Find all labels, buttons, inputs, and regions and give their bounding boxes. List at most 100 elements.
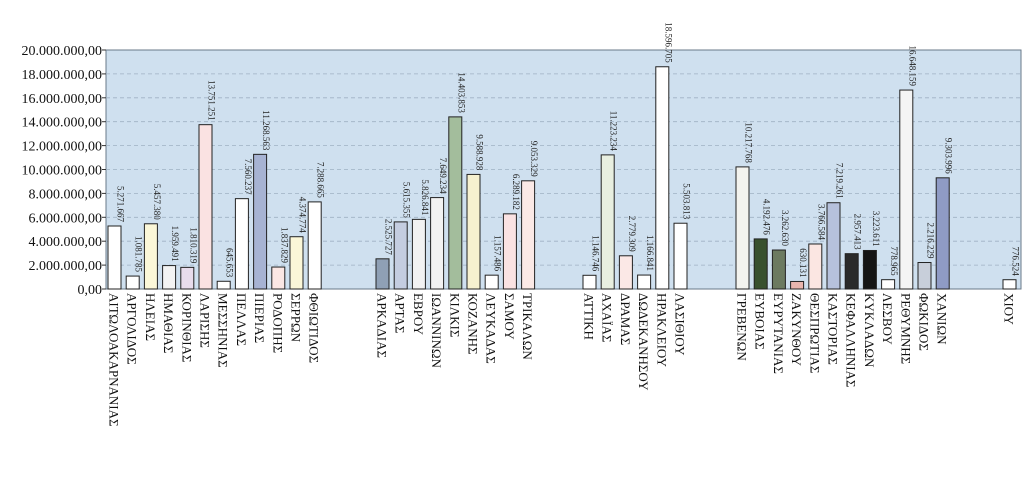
- y-tick-label: 8.000.000,00: [29, 187, 103, 202]
- y-tick-label: 16.000.000,00: [22, 92, 103, 107]
- category-label: ΜΕΣΣΗΝΙΑΣ: [216, 293, 231, 368]
- bar: [753, 238, 768, 290]
- bar: [430, 197, 445, 290]
- value-label: 5.457.380: [152, 184, 162, 221]
- category-label: ΘΕΣΠΡΩΤΙΑΣ: [807, 293, 822, 373]
- category-labels: ΑΙΤΩΛΟΑΚΑΡΝΑΝΙΑΣ ΑΡΓΟΛΙΔΟΣ ΗΛΕΙΑΣ ΗΜΑΘΙΑΣ ΚΟ…: [107, 293, 1017, 427]
- value-label: 9.588.928: [475, 134, 485, 171]
- bar: [844, 253, 859, 290]
- bar: [655, 66, 670, 290]
- category-label: ΚΕΦΑΛΛΗΝΙΑΣ: [844, 293, 859, 388]
- category-label: ΦΘΙΩΤΙΔΟΣ: [307, 293, 322, 363]
- category-label: ΛΑΣΙΘΙΟΥ: [673, 293, 688, 356]
- category-label: ΚΑΣΤΟΡΙΑΣ: [826, 293, 841, 365]
- bar: [899, 89, 914, 290]
- category-label: ΔΡΑΜΑΣ: [618, 293, 633, 345]
- bar: [289, 236, 304, 290]
- bar: [521, 180, 536, 290]
- category-label: ΛΑΡΙΣΗΣ: [198, 293, 213, 348]
- bar: [826, 202, 841, 290]
- value-label: 10.217.768: [744, 122, 754, 163]
- value-label: 2.525.727: [384, 219, 394, 256]
- value-label: 1.166.841: [645, 235, 655, 271]
- category-label: ΚΙΛΚΙΣ: [447, 293, 462, 337]
- bar: [917, 262, 932, 290]
- value-label: 4.374.774: [298, 197, 308, 234]
- value-label: 7.288.665: [316, 162, 326, 199]
- bar: [673, 222, 688, 290]
- bar: [271, 266, 286, 290]
- bar: [393, 221, 408, 290]
- value-label: 3.262.630: [780, 210, 790, 247]
- value-label: 1.837.829: [279, 227, 289, 264]
- value-label: 14.403.853: [456, 72, 466, 113]
- value-label: 2.779.309: [627, 216, 637, 253]
- category-label: ΑΧΑΪΑΣ: [600, 293, 615, 342]
- value-label: 13.751.251: [207, 80, 217, 121]
- y-tick-label: 4.000.000,00: [29, 235, 103, 250]
- bar: [735, 166, 750, 290]
- category-label: ΑΤΤΙΚΗ: [582, 293, 597, 340]
- category-label: ΗΜΑΘΙΑΣ: [161, 293, 176, 353]
- category-label: ΑΙΤΩΛΟΑΚΑΡΝΑΝΙΑΣ: [107, 293, 122, 427]
- category-label: ΠΙΕΡΙΑΣ: [252, 293, 267, 343]
- category-label: ΛΕΥΚΑΔΑΣ: [484, 293, 499, 364]
- category-label: ΙΩΑΝΝΙΝΩΝ: [429, 293, 444, 369]
- category-label: ΛΕΣΒΟΥ: [880, 293, 895, 345]
- bar: [808, 243, 823, 290]
- value-label: 2.216.229: [926, 223, 936, 260]
- value-label: 645.653: [225, 248, 235, 278]
- category-label: ΑΡΚΑΔΙΑΣ: [375, 293, 390, 358]
- category-label: ΣΕΡΡΩΝ: [289, 293, 304, 343]
- value-label: 16.648.159: [907, 46, 917, 87]
- bar: [582, 274, 597, 290]
- y-tick-label: 12.000.000,00: [22, 140, 103, 155]
- bar: [107, 225, 122, 290]
- value-label: 9.303.996: [944, 138, 954, 175]
- y-tick-label: 20.000.000,00: [22, 44, 103, 59]
- value-labels: 5.271.667 1.081.785 5.457.380 1.959.491 1.81…: [116, 22, 1021, 278]
- bar: [180, 266, 195, 290]
- bar: [143, 223, 158, 290]
- value-label: 778.965: [889, 246, 899, 276]
- value-label: 1.146.746: [591, 235, 601, 272]
- value-label: 776.524: [1011, 246, 1021, 276]
- bar: [600, 154, 615, 290]
- y-tick-label: 18.000.000,00: [22, 68, 103, 83]
- category-label: ΤΡΙΚΑΛΩΝ: [520, 293, 535, 360]
- bar: [862, 249, 877, 290]
- bar: [771, 249, 786, 290]
- bar: [448, 116, 463, 290]
- category-label: ΕΥΒΟΙΑΣ: [753, 293, 768, 350]
- y-tick-label: 0,00: [78, 283, 103, 298]
- value-label: 5.826.841: [420, 179, 430, 215]
- category-label: ΗΡΑΚΛΕΙΟΥ: [654, 293, 669, 368]
- category-label: ΡΟΔΟΠΗΣ: [270, 293, 285, 353]
- bar: [307, 201, 322, 290]
- bar: [484, 274, 499, 290]
- value-label: 9.053.329: [529, 141, 539, 178]
- category-label: ΚΥΚΛΑΔΩΝ: [862, 293, 877, 368]
- category-label: ΗΛΕΙΑΣ: [143, 293, 158, 341]
- value-label: 630.131: [798, 248, 808, 277]
- value-label: 2.957.413: [853, 214, 863, 251]
- value-label: 1.081.785: [134, 236, 144, 273]
- value-label: 3.766.584: [816, 204, 826, 241]
- category-label: ΕΒΡΟΥ: [411, 293, 426, 336]
- value-label: 18.596.705: [663, 22, 673, 63]
- value-label: 1.810.319: [188, 227, 198, 264]
- category-label: ΣΑΜΟΥ: [502, 293, 517, 340]
- category-label: ΔΩΔΕΚΑΝΗΣΟΥ: [636, 293, 651, 391]
- bar: [411, 218, 426, 290]
- category-label: ΓΡΕΒΕΝΩΝ: [735, 293, 750, 361]
- bar: [502, 213, 517, 290]
- y-tick-label: 6.000.000,00: [29, 211, 103, 226]
- bar: [466, 173, 481, 290]
- category-label: ΑΡΓΟΛΙΔΟΣ: [125, 293, 140, 365]
- value-label: 3.223.611: [871, 211, 881, 247]
- value-label: 11.268.563: [261, 110, 271, 151]
- category-label: ΧΑΝΙΩΝ: [935, 293, 950, 345]
- category-label: ΡΕΘΥΜΝΗΣ: [898, 293, 913, 364]
- bar: [162, 265, 177, 290]
- value-label: 7.560.237: [243, 159, 253, 196]
